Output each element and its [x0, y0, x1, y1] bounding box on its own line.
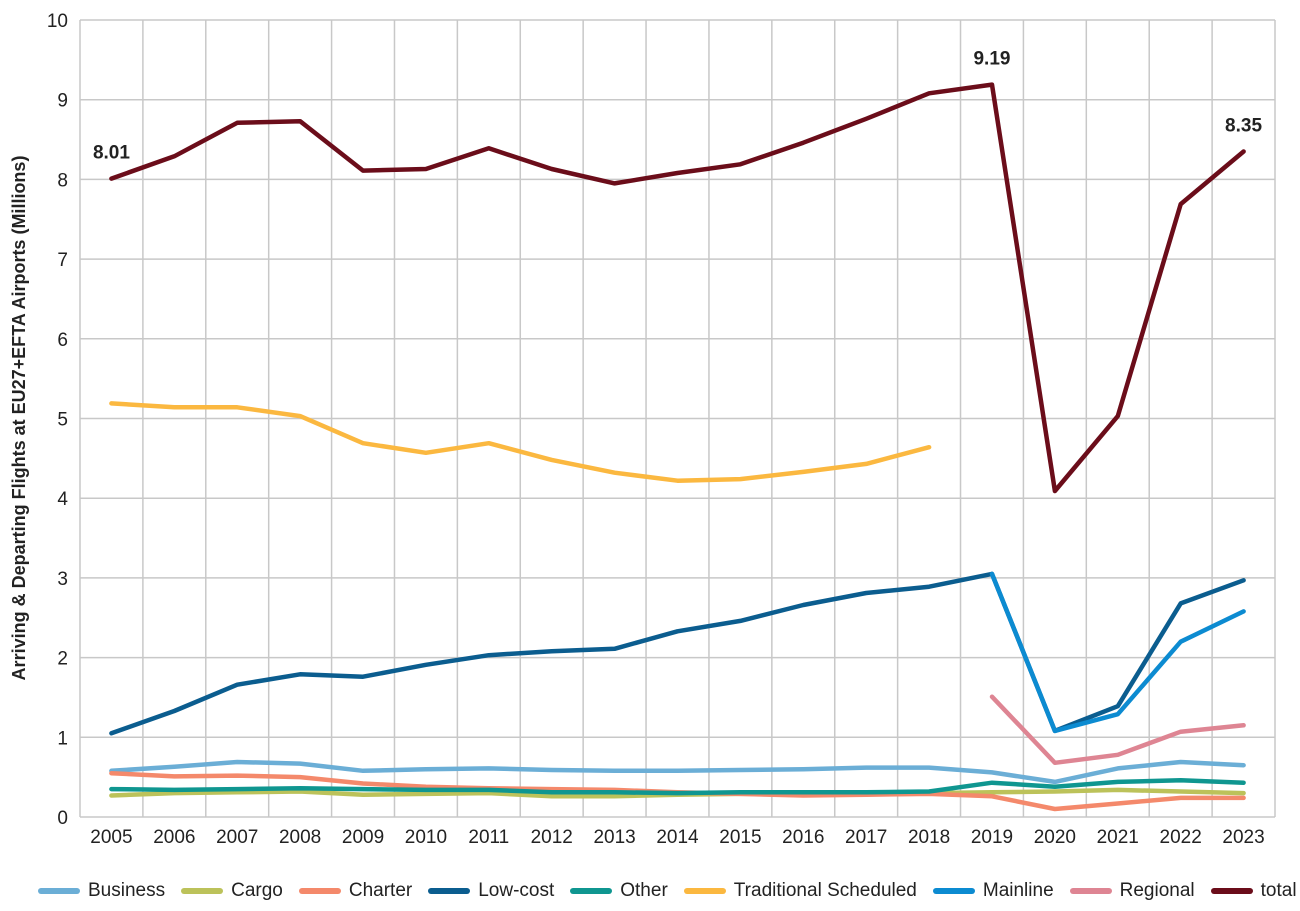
legend-label: total — [1260, 880, 1297, 901]
x-tick-label: 2013 — [593, 827, 635, 848]
x-tick-label: 2014 — [656, 827, 699, 848]
x-tick-label: 2019 — [971, 827, 1013, 848]
data-label: 8.01 — [93, 143, 130, 164]
y-axis-label: Arriving & Departing Flights at EU27+EFT… — [9, 156, 29, 681]
legend-item: Charter — [298, 880, 413, 902]
legend-swatch — [683, 888, 726, 894]
y-tick-label: 4 — [57, 489, 68, 510]
series-line-business — [109, 759, 1246, 785]
data-label: 9.19 — [973, 49, 1010, 70]
legend-label: Other — [620, 880, 668, 901]
y-tick-label: 6 — [57, 330, 68, 351]
legend-label: Mainline — [982, 880, 1054, 901]
legend-label: Low-cost — [478, 880, 555, 901]
legend-swatch — [298, 888, 341, 894]
y-tick-label: 1 — [57, 728, 68, 749]
legend-swatch — [1210, 888, 1253, 894]
x-tick-label: 2009 — [342, 827, 384, 848]
x-tick-label: 2007 — [216, 827, 258, 848]
legend-swatch — [570, 888, 613, 894]
y-tick-label: 10 — [47, 11, 68, 32]
y-tick-label: 7 — [57, 250, 68, 271]
x-tick-label: 2018 — [908, 827, 950, 848]
legend-label: Traditional Scheduled — [733, 880, 917, 901]
x-tick-label: 2023 — [1222, 827, 1264, 848]
legend-item: Cargo — [181, 880, 283, 902]
legend-label: Charter — [348, 880, 413, 901]
legend-swatch — [428, 888, 471, 894]
legend-item: Other — [570, 880, 668, 902]
y-tick-label: 5 — [57, 410, 68, 431]
legend-item: Mainline — [932, 880, 1054, 902]
series-line-total — [109, 82, 1246, 494]
series-line-traditional-scheduled — [109, 401, 932, 483]
data-label: 8.35 — [1225, 116, 1262, 137]
y-tick-label: 2 — [57, 649, 68, 670]
x-tick-label: 2016 — [782, 827, 824, 848]
x-tick-label: 2011 — [468, 827, 509, 848]
legend-swatch — [181, 888, 224, 894]
x-tick-label: 2021 — [1097, 827, 1139, 848]
series-line-regional — [989, 694, 1246, 766]
y-tick-label: 0 — [57, 808, 68, 829]
x-tick-label: 2012 — [531, 827, 573, 848]
x-tick-label: 2020 — [1034, 827, 1076, 848]
legend-item: total — [1210, 880, 1297, 902]
y-tick-label: 9 — [57, 91, 68, 112]
line-chart: 0 1 2 3 4 5 6 7 8 9 10 2005 2006 2007 2008 2009 2010 201… — [9, 11, 1276, 848]
legend-item: Traditional Scheduled — [683, 880, 917, 902]
series-line-other — [109, 778, 1246, 796]
legend: Business Cargo Charter Low-cost Other Traditi… — [38, 880, 1300, 902]
legend-item: Low-cost — [428, 880, 554, 902]
y-tick-label: 3 — [57, 569, 68, 590]
y-tick-label: 8 — [57, 170, 68, 191]
legend-swatch — [38, 888, 80, 894]
x-tick-label: 2017 — [845, 827, 887, 848]
legend-item: Business — [38, 880, 165, 902]
x-tick-label: 2005 — [90, 827, 132, 848]
x-tick-label: 2010 — [405, 827, 447, 848]
x-tick-label: 2015 — [719, 827, 761, 848]
series-line-mainline — [989, 571, 1246, 734]
legend-label: Regional — [1119, 880, 1195, 901]
x-tick-label: 2022 — [1160, 827, 1202, 848]
legend-label: Business — [88, 880, 166, 901]
x-tick-label: 2008 — [279, 827, 321, 848]
legend-item: Regional — [1069, 880, 1195, 902]
legend-swatch — [932, 888, 975, 894]
legend-swatch — [1069, 888, 1112, 894]
x-tick-label: 2006 — [153, 827, 195, 848]
legend-label: Cargo — [231, 880, 283, 901]
series-line-low-cost — [109, 571, 1246, 736]
